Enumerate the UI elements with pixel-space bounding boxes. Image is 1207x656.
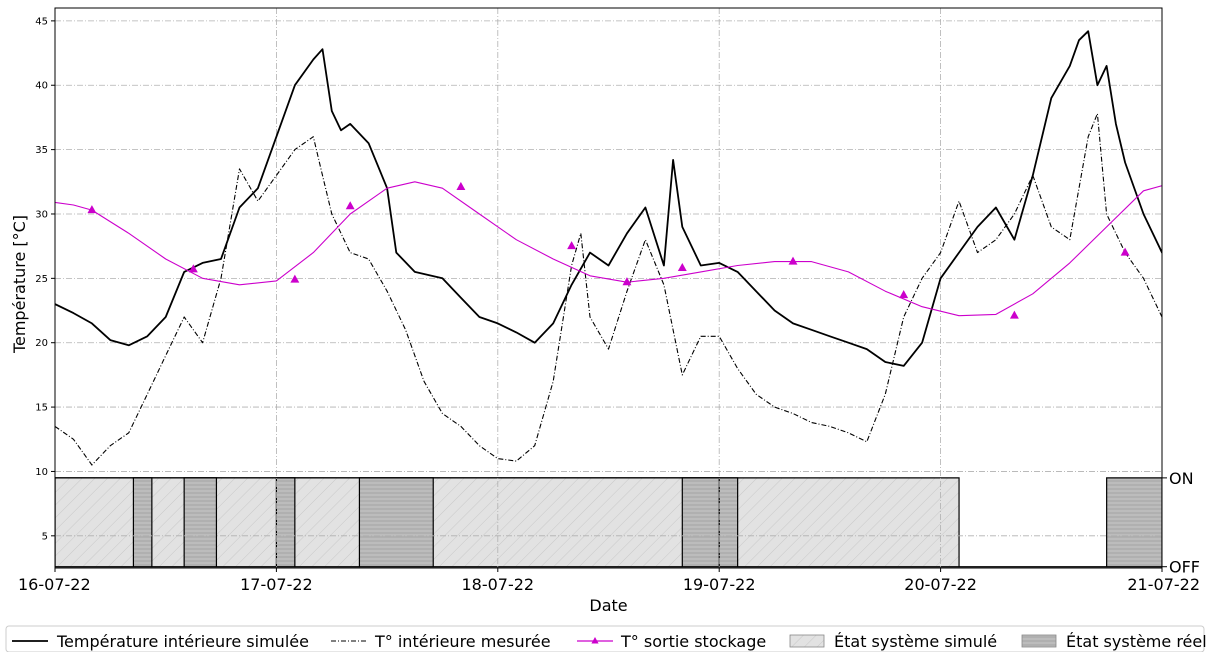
series-marker (188, 264, 198, 273)
state-trace (681, 477, 739, 567)
y-axis-label: Température [°C] (10, 215, 29, 354)
series-marker (622, 277, 632, 286)
series-marker (290, 274, 300, 283)
state-trace (132, 477, 153, 567)
ytick-label: 40 (35, 81, 48, 92)
series-line-3 (55, 181, 1162, 317)
ytick-label: 25 (35, 274, 48, 285)
series-marker (1009, 310, 1019, 319)
series-marker (677, 263, 687, 272)
legend-item-3: T° sortie stockage (577, 632, 766, 651)
legend-label: État système simulé (834, 632, 997, 651)
legend-swatch (1021, 634, 1057, 648)
state-band-2 (359, 477, 434, 567)
series-marker (567, 241, 577, 250)
series-marker (899, 290, 909, 299)
state-trace (55, 477, 960, 567)
legend: Température intérieure simulée T° intérie… (5, 625, 1207, 653)
xtick-label: 18-07-22 (461, 575, 534, 594)
xtick-label: 21-07-22 (1127, 575, 1200, 594)
state-trace (358, 477, 434, 567)
legend-item-2: T° intérieure mesurée (331, 632, 551, 651)
ytick-label: 35 (35, 145, 48, 156)
series-marker (456, 181, 466, 190)
legend-label: T° intérieure mesurée (374, 632, 551, 651)
axes-layer: 5 10 15 20 25 30 35 40 45 16-07-22 17-07-22 18-07-2… (10, 7, 1200, 615)
legend-item-1: Température intérieure simulée (12, 632, 309, 651)
ytick-label: 10 (35, 467, 48, 478)
ytick-label: 20 (35, 338, 48, 349)
series-line-1 (55, 30, 1162, 367)
state-band-2 (1106, 477, 1162, 567)
xtick-label: 17-07-22 (240, 575, 313, 594)
ytick-label: 45 (35, 16, 48, 27)
series-marker (788, 256, 798, 265)
ytick-label: 5 (42, 531, 48, 542)
series-layer (55, 30, 1184, 466)
off-label: OFF (1169, 558, 1200, 577)
plot-frame (54, 7, 1163, 569)
state-band-2 (682, 477, 738, 567)
legend-item-5: État système réel (1021, 632, 1207, 651)
legend-label: État système réel (1066, 632, 1207, 651)
x-axis-label: Date (589, 596, 627, 615)
state-trace (183, 477, 218, 567)
legend-label: T° sortie stockage (620, 632, 766, 651)
state-band-2 (184, 477, 217, 567)
state-trace (1106, 477, 1162, 567)
series-marker (345, 201, 355, 210)
legend-marker (591, 637, 599, 644)
legend-label: Température intérieure simulée (56, 632, 309, 651)
state-band-2 (276, 477, 295, 567)
series-marker (87, 205, 97, 214)
xtick-label: 19-07-22 (683, 575, 756, 594)
xtick-label: 20-07-22 (904, 575, 977, 594)
xtick-label: 16-07-22 (18, 575, 91, 594)
state-layer (55, 477, 1162, 568)
state-band-2 (133, 477, 152, 567)
ytick-label: 30 (35, 209, 48, 220)
series-marker (1177, 177, 1184, 184)
on-label: ON (1169, 469, 1194, 488)
series-marker (1120, 247, 1130, 256)
legend-swatch (789, 634, 825, 648)
legend-item-4: État système simulé (789, 632, 997, 651)
ytick-label: 15 (35, 403, 48, 414)
